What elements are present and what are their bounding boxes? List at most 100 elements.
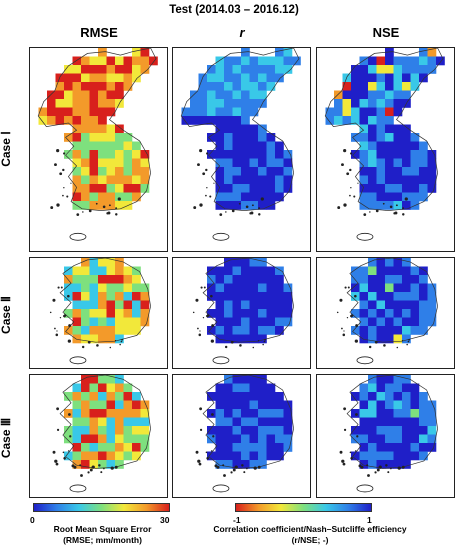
grid-cell <box>410 434 420 444</box>
island <box>55 462 59 466</box>
island <box>199 149 203 153</box>
grid-cell <box>106 292 116 301</box>
grid-cell <box>258 184 267 193</box>
grid-cell <box>376 107 386 117</box>
grid-cell <box>249 383 259 393</box>
grid-cell <box>241 383 250 393</box>
islands <box>192 286 267 349</box>
grid-cell <box>258 326 267 335</box>
grid-cells <box>207 375 293 469</box>
island <box>337 206 341 210</box>
grid-cell <box>106 275 116 284</box>
grid-cell <box>385 409 394 418</box>
grid-cell <box>89 266 99 276</box>
grid-cell <box>98 292 107 301</box>
grid-cell <box>275 48 284 57</box>
grid-cell <box>224 451 233 461</box>
island <box>225 211 227 213</box>
island <box>382 202 385 205</box>
grid-cell <box>419 317 428 327</box>
grid-cells <box>207 258 293 344</box>
grid-cell <box>115 400 124 410</box>
grid-cell <box>38 107 48 117</box>
grid-cell <box>89 175 99 185</box>
grid-cell <box>402 309 411 318</box>
grid-cell <box>249 192 259 202</box>
grid-cell <box>376 90 386 100</box>
grid-cell <box>64 82 73 91</box>
grid-cell <box>98 283 107 293</box>
grid-cell <box>283 409 293 418</box>
grid-cell <box>140 417 150 427</box>
grid-cell <box>275 426 284 435</box>
islands <box>52 407 118 477</box>
grid-cell <box>359 392 369 401</box>
grid-cell <box>266 300 276 310</box>
grid-cell <box>64 392 73 401</box>
grid-cell <box>385 300 394 310</box>
grid-cell <box>376 426 386 435</box>
grid-cell <box>115 141 124 151</box>
island <box>343 203 347 207</box>
grid-cell <box>385 124 394 134</box>
grid-cell <box>249 392 259 401</box>
grid-cell <box>72 326 82 335</box>
grid-cell <box>81 283 90 293</box>
grid-cell <box>224 392 233 401</box>
grid-cell <box>410 409 420 418</box>
grid-cell <box>81 116 90 125</box>
grid-cell <box>132 150 141 159</box>
grid-cell <box>81 317 90 327</box>
grid-cell <box>334 107 343 117</box>
grid-cell <box>368 275 377 284</box>
grid-cell <box>64 99 73 108</box>
grid-cell <box>224 266 233 276</box>
grid-cell <box>106 383 116 393</box>
grid-cell <box>359 184 369 193</box>
grid-cell <box>224 150 233 159</box>
grid-cell <box>98 451 107 461</box>
grid-cell <box>359 82 369 91</box>
grid-cell <box>376 309 386 318</box>
grid-cell <box>359 124 369 134</box>
coastline <box>324 48 444 211</box>
grid-cell <box>64 409 73 418</box>
grid-cell <box>123 184 133 193</box>
grid-cell <box>224 141 233 151</box>
grid-cell <box>241 184 250 193</box>
island <box>343 149 347 153</box>
grid-cell <box>89 409 99 418</box>
island <box>336 311 339 314</box>
island <box>357 182 359 184</box>
island <box>342 462 346 466</box>
grid-cell <box>89 133 99 142</box>
grid-cell <box>275 292 284 301</box>
grid-cell <box>249 56 259 66</box>
grid-cell <box>106 150 116 159</box>
grid-cell <box>207 82 216 91</box>
grid-cell <box>241 116 250 125</box>
grid-cell <box>368 167 377 176</box>
grid-cell <box>351 392 360 401</box>
grid-cell <box>266 175 276 185</box>
grid-cell <box>376 201 386 210</box>
grid-cell <box>283 417 293 427</box>
grid-cell <box>249 184 259 193</box>
grid-cell <box>376 434 386 444</box>
grid-cell <box>393 317 403 327</box>
grid-cell <box>224 283 233 293</box>
grid-cell <box>385 184 394 193</box>
island <box>103 467 105 470</box>
grid-cell <box>81 184 90 193</box>
grid-cell <box>283 283 293 293</box>
grid-cell <box>106 300 116 310</box>
grid-cell <box>115 392 124 401</box>
grid-cell <box>249 434 259 444</box>
grid-cell <box>359 292 369 301</box>
grid-cell <box>410 65 420 74</box>
grid-cell <box>385 133 394 142</box>
grid-cell <box>275 417 284 427</box>
grid-cell <box>258 309 267 318</box>
grid-cell <box>376 141 386 151</box>
grid-cell <box>368 426 377 435</box>
